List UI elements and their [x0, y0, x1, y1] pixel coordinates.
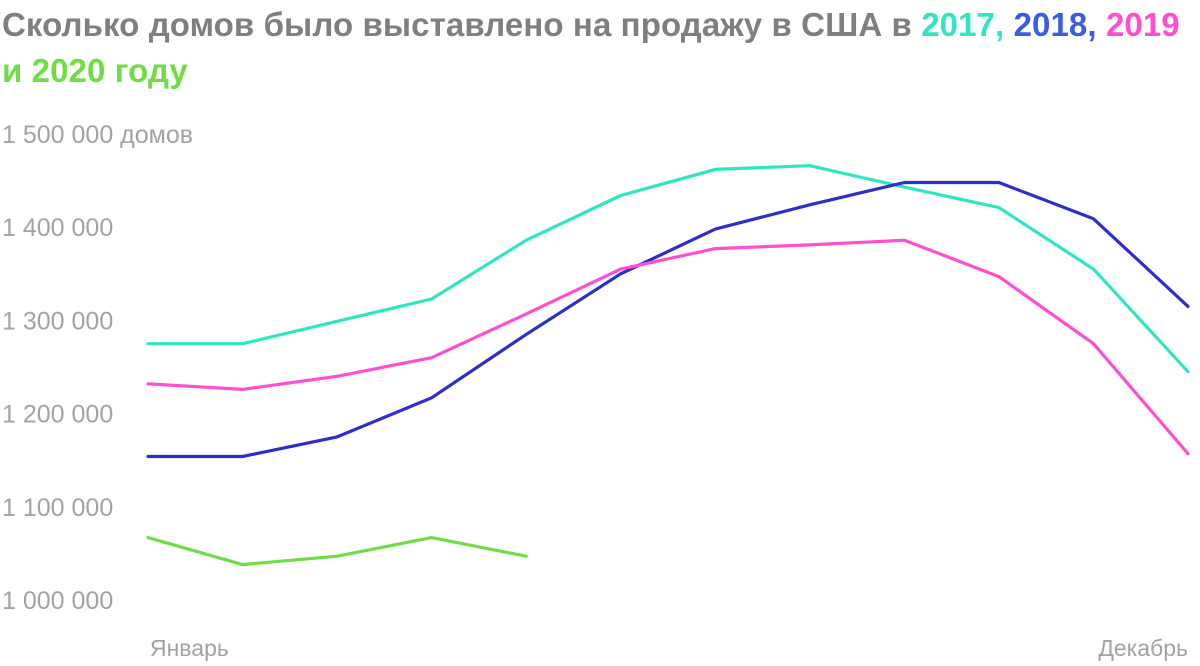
y-tick-label: 1 100 000	[2, 494, 113, 522]
y-tick-label: 1 200 000	[2, 401, 113, 429]
y-tick-label: 1 000 000	[2, 587, 113, 615]
y-tick-label: 1 300 000	[2, 307, 113, 335]
y-tick-label: 1 500 000 домов	[2, 121, 193, 149]
series-lines	[146, 164, 1190, 567]
series-line-1	[146, 180, 1190, 459]
title-part-7: 2020	[31, 52, 106, 89]
series-line-2	[146, 238, 1190, 456]
x-tick-label-last: Декабрь	[1098, 635, 1188, 661]
title-part-2: 2018	[1013, 6, 1088, 43]
title-part-8: году	[105, 52, 188, 89]
title-part-1: ,	[995, 6, 1014, 43]
y-tick-label: 1 400 000	[2, 214, 113, 242]
x-axis-ticks: Январь Декабрь	[150, 635, 1188, 661]
x-tick-label-first: Январь	[150, 635, 229, 661]
y-axis-ticks: 1 500 000 домов 1 400 000 1 300 000 1 200 0…	[2, 121, 193, 615]
title-prefix: Сколько домов было выставлено на продажу…	[2, 6, 922, 43]
title-part-6: и	[2, 52, 32, 89]
title-part-3: ,	[1087, 6, 1097, 43]
title-part-0: 2017	[921, 6, 996, 43]
title-year-parts: 2017, 2018, 2019 и 2020 году	[2, 6, 1180, 89]
series-line-0	[146, 164, 1190, 374]
series-line-3	[146, 535, 528, 567]
chart-title: Сколько домов было выставлено на продажу…	[2, 2, 1192, 94]
title-part-5: 2019	[1105, 6, 1180, 43]
